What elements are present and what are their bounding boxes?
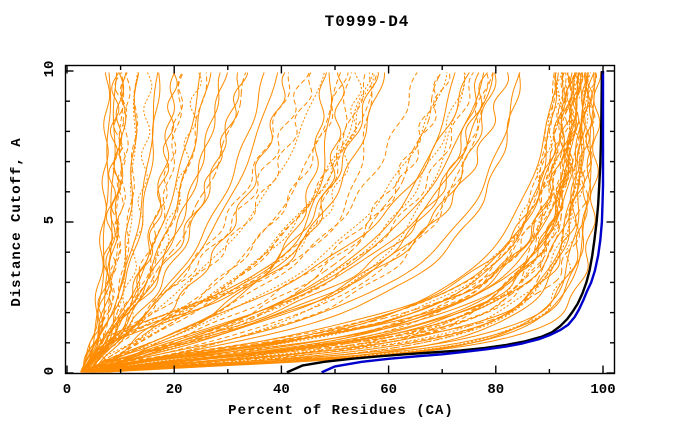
model-curve [93,72,378,373]
model-curve [80,72,161,373]
model-curve [89,72,140,373]
plot-border [64,64,616,375]
model-curve [80,72,325,373]
model-curve [101,72,582,373]
model-curve [80,72,313,373]
model-curve [104,72,589,373]
model-curve [89,72,567,373]
x-tick-label: 40 [272,382,290,398]
model-curve [93,72,349,373]
model-curve [97,72,602,373]
highlight-model-blue [321,71,605,373]
chart-title: T0999-D4 [324,13,410,31]
server-model-curves [80,72,602,373]
model-curve [80,72,159,373]
model-curve [83,72,279,373]
model-curve [100,72,579,373]
model-curve [88,72,140,373]
model-curve [82,72,228,373]
model-curve [80,72,153,373]
y-tick-label: 0 [42,366,58,376]
model-curve [83,72,128,373]
x-tick-label: 20 [165,382,183,398]
model-curve [88,72,208,373]
x-tick-label: 60 [380,382,397,398]
model-curve [88,72,221,373]
model-curve [80,72,111,373]
y-tick-label: 5 [42,215,58,225]
model-curve [89,72,521,373]
model-curve [95,72,379,373]
model-curve [85,72,578,373]
x-tick-label: 0 [62,382,72,398]
model-curve [84,72,578,373]
model-curve [87,72,373,373]
axis-ticks [65,65,615,374]
model-curve [89,72,480,373]
model-curve [81,72,509,373]
model-curve [92,72,556,373]
model-curve [82,72,593,373]
x-tick-label: 100 [590,382,616,398]
model-curve [88,72,125,373]
model-curve [83,72,127,373]
model-curve [88,72,184,373]
model-curve [84,72,575,373]
model-curve [84,72,386,373]
model-curve [83,72,564,373]
model-curve [83,72,120,373]
model-curve [94,72,573,373]
model-curve [88,72,291,373]
model-curve [93,72,202,373]
model-curve [83,72,494,373]
model-curve [90,72,474,373]
model-curve [82,72,333,373]
model-curve [84,72,489,373]
y-tick-label: 10 [42,60,58,78]
model-curve [82,72,124,373]
model-curve [83,72,112,373]
model-curve [94,72,572,373]
model-curve [86,72,564,373]
highlight-model-black [286,70,604,373]
model-curve [94,72,286,373]
model-curve [86,72,584,373]
model-curve [88,72,327,373]
model-curve [83,72,176,373]
model-curve [89,72,557,373]
curves-layer [80,70,605,373]
model-curve [88,72,374,373]
model-curve [88,72,470,373]
model-curve [93,72,456,373]
model-curve [90,72,442,373]
model-curve [84,72,494,373]
model-curve [82,72,310,373]
model-curve [86,72,595,373]
model-curve [99,72,591,373]
model-curve [83,72,249,373]
model-curve [96,72,466,373]
model-curve [81,72,521,373]
model-curve [89,72,418,373]
model-curve [93,72,240,373]
model-curve [101,72,580,373]
model-curve [94,72,598,373]
model-curve [87,72,352,373]
model-curve [89,72,575,373]
model-curve [99,72,579,373]
x-tick-label: 80 [487,382,505,398]
model-curve [83,72,448,373]
model-curve [80,72,131,373]
model-curve [94,72,589,373]
model-curve [82,72,581,373]
model-curve [94,72,443,373]
model-curve [83,72,184,373]
model-curve [93,72,362,373]
x-axis-title: Percent of Residues (CA) [228,403,454,419]
